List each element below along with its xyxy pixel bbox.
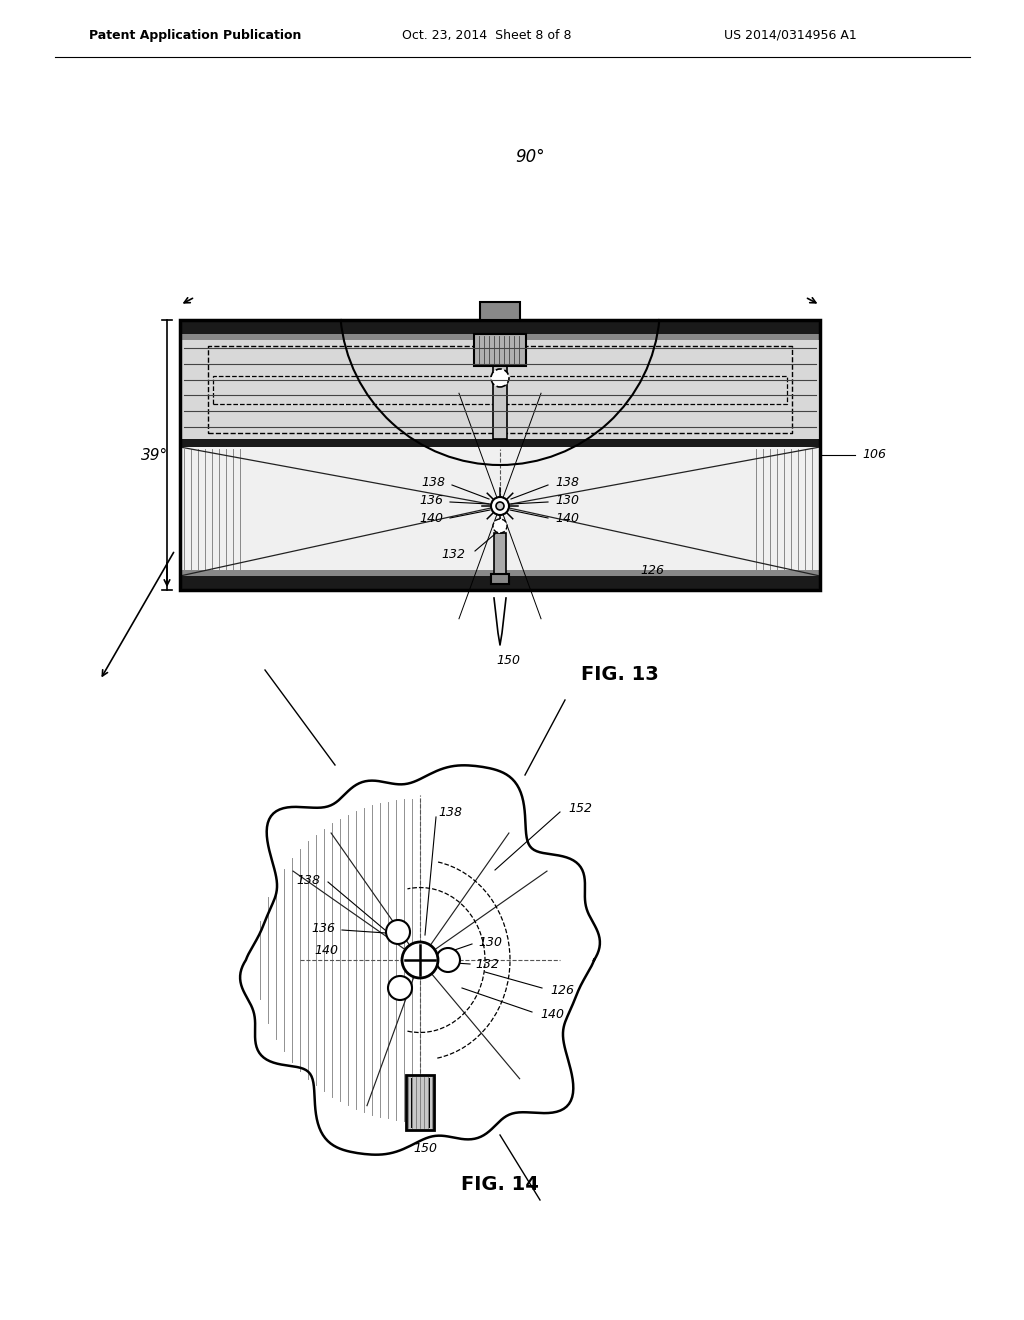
Text: 138: 138: [555, 477, 579, 490]
Text: 130: 130: [478, 936, 502, 949]
Circle shape: [490, 498, 509, 515]
Bar: [493, 366, 507, 440]
Bar: [208, 346, 792, 433]
Text: 138: 138: [296, 874, 319, 887]
Text: 140: 140: [555, 512, 579, 525]
Bar: [180, 319, 820, 334]
Text: FIG. 13: FIG. 13: [582, 665, 658, 685]
Bar: [180, 334, 820, 341]
Text: 152: 152: [568, 801, 592, 814]
Text: 106: 106: [862, 449, 886, 462]
Text: 138: 138: [421, 477, 445, 490]
Text: 138: 138: [438, 805, 462, 818]
Bar: [490, 574, 509, 583]
Bar: [474, 334, 526, 366]
Bar: [494, 533, 506, 574]
Text: 126: 126: [550, 983, 574, 997]
Text: 150: 150: [413, 1142, 437, 1155]
Text: 140: 140: [540, 1008, 564, 1022]
Bar: [480, 302, 520, 319]
Circle shape: [402, 942, 438, 978]
Text: Patent Application Publication: Patent Application Publication: [89, 29, 301, 41]
Text: US 2014/0314956 A1: US 2014/0314956 A1: [724, 29, 856, 41]
Bar: [180, 319, 820, 590]
Text: 132: 132: [441, 548, 465, 561]
Text: 90°: 90°: [515, 148, 545, 166]
Text: 136: 136: [419, 495, 443, 507]
Text: 132: 132: [475, 958, 499, 972]
Circle shape: [490, 370, 509, 387]
Text: 136: 136: [311, 921, 335, 935]
Bar: [180, 440, 820, 447]
Bar: [180, 319, 820, 590]
Text: Oct. 23, 2014  Sheet 8 of 8: Oct. 23, 2014 Sheet 8 of 8: [402, 29, 571, 41]
Text: 39°: 39°: [141, 447, 169, 462]
Bar: [180, 570, 820, 576]
Bar: [182, 334, 818, 440]
Polygon shape: [241, 766, 600, 1155]
Circle shape: [388, 975, 412, 1001]
Text: FIG. 14: FIG. 14: [461, 1176, 539, 1195]
Text: 130: 130: [555, 495, 579, 507]
Bar: [182, 447, 818, 570]
Text: 126: 126: [640, 565, 664, 578]
Text: 140: 140: [419, 512, 443, 525]
Text: 140: 140: [314, 944, 338, 957]
Text: 150: 150: [496, 653, 520, 667]
Circle shape: [496, 502, 504, 510]
Circle shape: [386, 920, 410, 944]
Circle shape: [436, 948, 460, 972]
Circle shape: [493, 519, 507, 533]
Bar: [213, 376, 787, 404]
Bar: [406, 1074, 434, 1130]
Bar: [180, 576, 820, 590]
